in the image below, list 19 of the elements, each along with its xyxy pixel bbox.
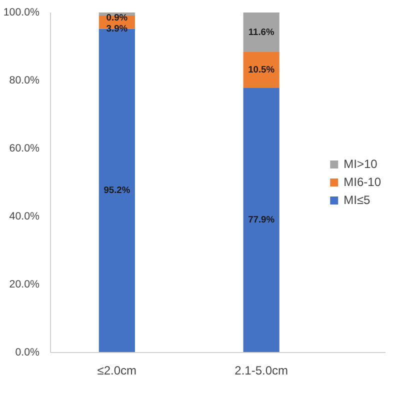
- y-tick-label: 80.0%: [9, 74, 40, 86]
- legend-label: MI≤5: [344, 193, 370, 207]
- data-label: 95.2%: [104, 185, 131, 196]
- data-label: 10.5%: [248, 64, 276, 74]
- data-label: 77.9%: [248, 214, 276, 225]
- y-tick-label: 100.0%: [3, 6, 40, 18]
- legend-label: MI6-10: [344, 175, 381, 189]
- y-tick-label: 60.0%: [9, 142, 40, 154]
- y-tick-label: 0.0%: [15, 346, 40, 358]
- bar: [243, 52, 280, 88]
- bar: [243, 88, 280, 352]
- legend-label: MI>10: [344, 157, 378, 171]
- data-label: 0.9%: [106, 12, 128, 22]
- bar: [243, 12, 280, 52]
- y-tick-label: 40.0%: [9, 210, 40, 222]
- data-label: 11.6%: [248, 26, 275, 37]
- y-tick-label: 20.0%: [9, 278, 40, 290]
- x-tick-label: 2.1-5.0cm: [234, 364, 288, 378]
- x-tick-label: ≤2.0cm: [97, 364, 137, 378]
